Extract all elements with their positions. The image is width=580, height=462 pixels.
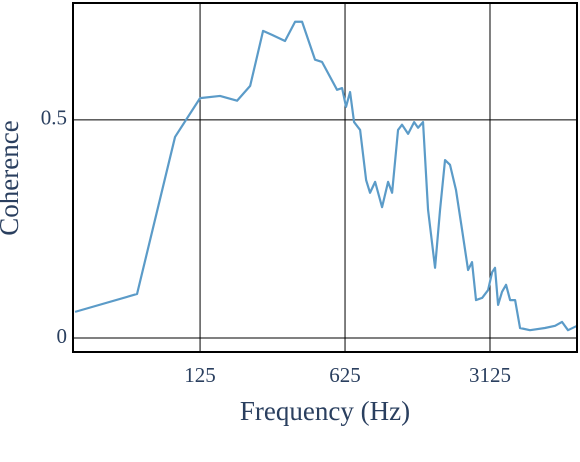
x-tick-label: 625: [329, 363, 361, 387]
y-tick-label: 0.5: [41, 106, 67, 130]
plot-frame: [72, 2, 578, 353]
x-tick-label: 125: [184, 363, 216, 387]
x-tick-label: 3125: [469, 363, 511, 387]
x-axis-title: Frequency (Hz): [240, 396, 410, 426]
y-axis-title: Coherence: [0, 120, 24, 235]
line: [74, 20, 578, 332]
y-tick-label: 0: [57, 324, 68, 348]
